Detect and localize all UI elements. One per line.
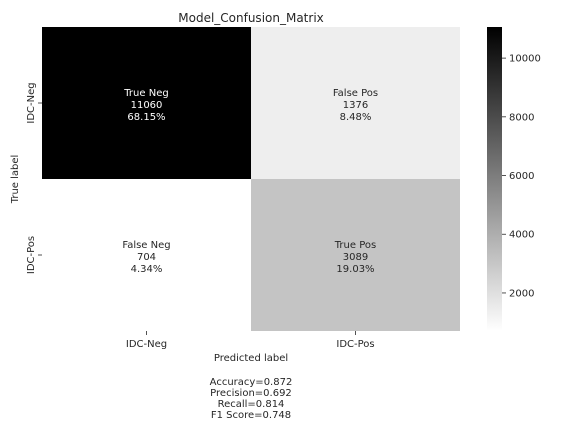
colorbar-tick-label: 6000 (509, 171, 534, 182)
metrics-summary: Accuracy=0.872Precision=0.692Recall=0.81… (210, 377, 293, 421)
colorbar-tick-label: 10000 (509, 54, 541, 65)
x-axis-ticks: IDC-Neg IDC-Pos (126, 331, 375, 350)
cell-percent: 8.48% (340, 112, 372, 123)
heatmap-cell-false-pos (251, 27, 460, 179)
x-tick-label: IDC-Neg (126, 339, 167, 350)
colorbar-tick-label: 8000 (509, 112, 534, 123)
metric-line: Accuracy=0.872 (210, 377, 293, 388)
colorbar-tick-label: 2000 (509, 288, 534, 299)
cell-percent: 68.15% (127, 112, 165, 123)
cell-label: True Pos (334, 240, 376, 251)
cell-label: False Neg (122, 240, 170, 251)
metric-line: Recall=0.814 (218, 399, 285, 410)
cell-percent: 4.34% (131, 264, 163, 275)
cell-percent: 19.03% (336, 264, 374, 275)
y-axis-label: True label (10, 155, 21, 205)
y-tick-label: IDC-Neg (26, 82, 37, 123)
y-tick-label: IDC-Pos (26, 236, 37, 274)
heatmap-cell-true-neg (42, 27, 251, 179)
colorbar: 2000 4000 6000 8000 10000 (487, 27, 541, 331)
cell-count: 704 (137, 252, 156, 263)
cell-count: 3089 (343, 252, 368, 263)
x-axis-label: Predicted label (214, 353, 288, 364)
heatmap-cell-false-neg (42, 179, 251, 331)
colorbar-gradient (487, 27, 502, 331)
y-axis-ticks: IDC-Neg IDC-Pos (26, 82, 42, 274)
colorbar-tick-label: 4000 (509, 230, 534, 241)
cell-label: True Neg (123, 88, 168, 99)
x-tick-label: IDC-Pos (336, 339, 374, 350)
metric-line: Precision=0.692 (210, 388, 292, 399)
heatmap-cell-true-pos (251, 179, 460, 331)
cell-label: False Pos (333, 88, 378, 99)
chart-title: Model_Confusion_Matrix (178, 11, 324, 25)
cell-count: 1376 (343, 100, 368, 111)
metric-line: F1 Score=0.748 (211, 410, 291, 421)
cell-count: 11060 (131, 100, 163, 111)
